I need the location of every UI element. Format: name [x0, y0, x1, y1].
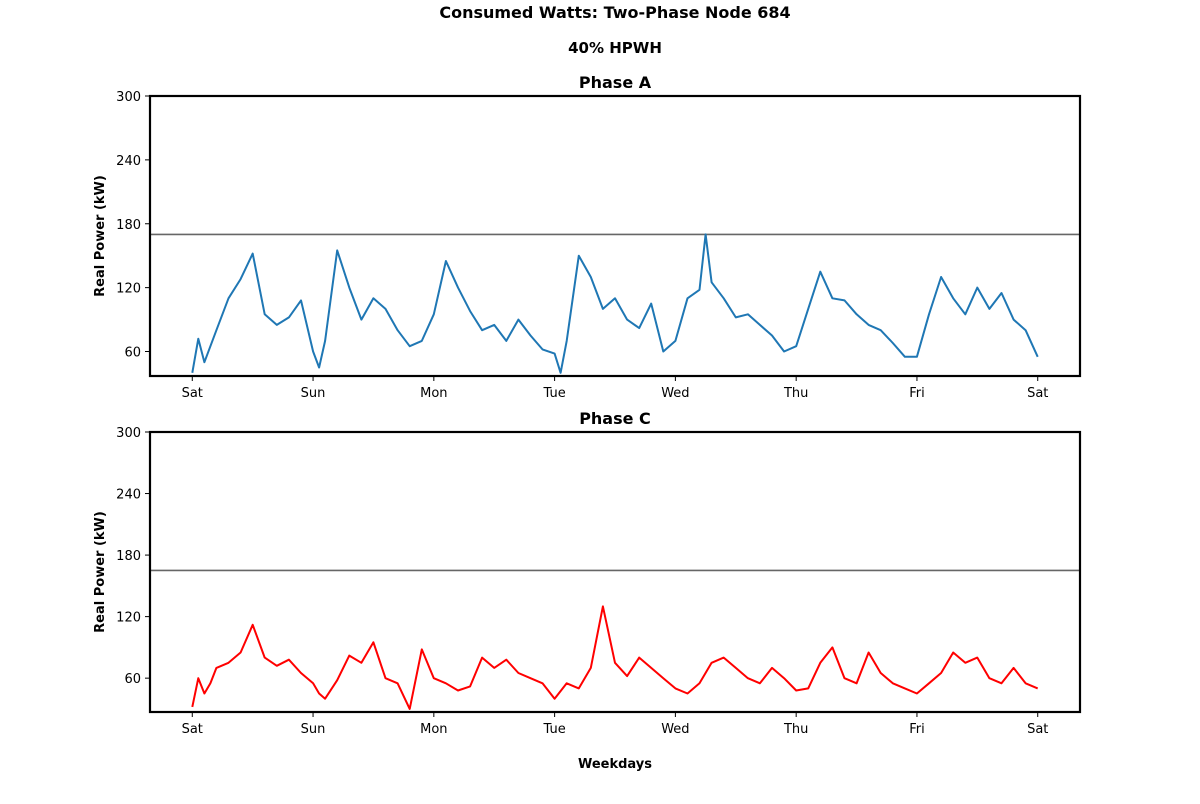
x-tick-label: Fri	[909, 386, 925, 401]
y-tick-label: 240	[116, 488, 141, 503]
plot-frame	[148, 430, 1082, 714]
panels-layer: Phase A Real Power (kW) 60 120 180 240 300 Sat S…	[93, 73, 1082, 737]
y-tick-label: 60	[124, 672, 141, 687]
x-tick-label: Sat	[1027, 722, 1048, 737]
series-line	[191, 605, 1039, 710]
x-tick-label: Sat	[182, 722, 203, 737]
x-tick-label: Thu	[783, 722, 808, 737]
panel-title: Phase A	[579, 73, 652, 92]
x-tick-label: Tue	[543, 386, 566, 401]
y-tick-label: 240	[116, 154, 141, 169]
y-tick-label: 60	[124, 346, 141, 361]
panel-0: Phase A Real Power (kW) 60 120 180 240 300 Sat S…	[93, 73, 1082, 401]
panel-1: Phase C Real Power (kW) 60 120 180 240 300 Sat S…	[93, 409, 1082, 737]
y-tick-label: 120	[116, 282, 141, 297]
y-axis-label: Real Power (kW)	[93, 511, 108, 633]
x-tick-label: Sun	[301, 722, 326, 737]
chart-title: Consumed Watts: Two-Phase Node 684	[439, 3, 790, 22]
x-tick-label: Mon	[420, 722, 447, 737]
x-tick-label: Wed	[661, 386, 689, 401]
plot-frame	[148, 94, 1082, 378]
x-tick-label: Wed	[661, 722, 689, 737]
x-axis-label: Weekdays	[578, 757, 652, 772]
y-axis-label: Real Power (kW)	[93, 175, 108, 297]
panel-title: Phase C	[579, 409, 651, 428]
y-tick-label: 180	[116, 218, 141, 233]
x-tick-label: Sat	[1027, 386, 1048, 401]
y-tick-label: 300	[116, 90, 141, 105]
y-tick-label: 180	[116, 549, 141, 564]
chart-subtitle: 40% HPWH	[568, 39, 662, 57]
x-tick-label: Sun	[301, 386, 326, 401]
x-tick-label: Tue	[543, 722, 566, 737]
x-tick-label: Fri	[909, 722, 925, 737]
x-tick-label: Mon	[420, 386, 447, 401]
x-tick-label: Sat	[182, 386, 203, 401]
series-line	[191, 233, 1039, 374]
x-tick-label: Thu	[783, 386, 808, 401]
y-tick-label: 300	[116, 426, 141, 441]
y-tick-label: 120	[116, 611, 141, 626]
